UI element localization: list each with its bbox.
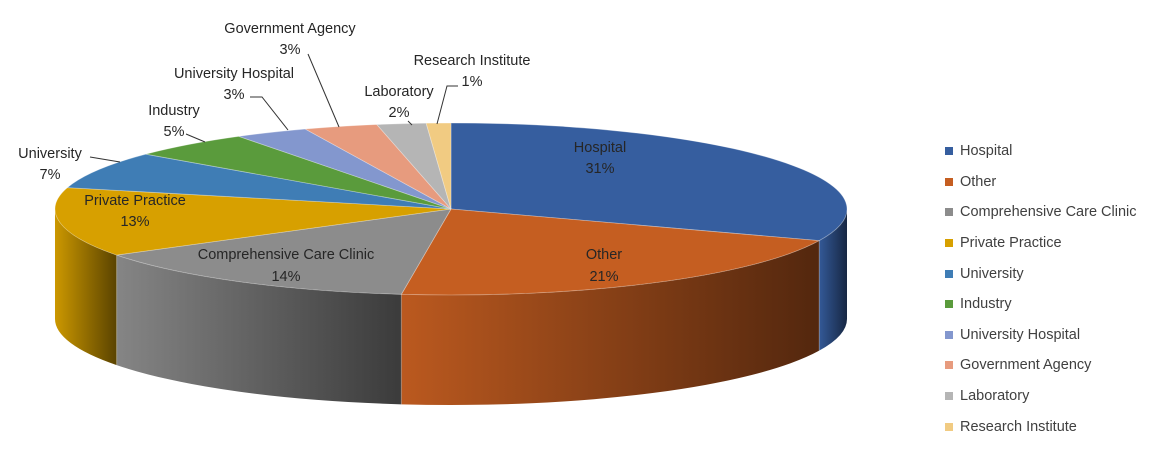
data-label-value-private-practice: 13% <box>120 214 149 230</box>
data-label-name-private-practice: Private Practice <box>84 193 186 209</box>
legend-label-industry: Industry <box>960 296 1012 313</box>
legend-swatch-industry <box>945 300 953 309</box>
data-label-value-other: 21% <box>589 269 618 285</box>
slice-university-hospital <box>238 128 452 210</box>
leader-line-research-institute <box>436 85 458 125</box>
legend-swatch-research-institute <box>945 422 953 431</box>
leader-line-laboratory <box>407 120 413 126</box>
data-label-value-university: 7% <box>40 167 61 183</box>
slice-private-practice <box>54 187 452 256</box>
legend-label-government-agency: Government Agency <box>960 357 1092 374</box>
legend-item-university-hospital: University Hospital <box>945 320 1137 351</box>
leader-line-industry <box>185 133 206 143</box>
pie-sides <box>55 209 848 405</box>
data-label-value-laboratory: 2% <box>389 105 410 121</box>
legend-item-hospital: Hospital <box>945 136 1137 167</box>
data-label-name-university: University <box>18 146 82 162</box>
legend-item-university: University <box>945 258 1137 289</box>
slice-laboratory <box>375 122 452 210</box>
legend-item-industry: Industry <box>945 289 1137 320</box>
data-label-name-laboratory: Laboratory <box>364 84 434 100</box>
side-comprehensive-care-clinic <box>116 255 402 405</box>
slice-university <box>66 153 452 210</box>
leader-line-university <box>89 156 121 163</box>
legend: Hospital Other Comprehensive Care Clinic Pr… <box>945 136 1137 442</box>
legend-item-laboratory: Laboratory <box>945 381 1137 412</box>
legend-label-comprehensive-care-clinic: Comprehensive Care Clinic <box>960 204 1137 221</box>
legend-label-university: University <box>960 265 1024 282</box>
legend-item-comprehensive-care-clinic: Comprehensive Care Clinic <box>945 197 1137 228</box>
legend-swatch-hospital <box>945 147 953 156</box>
data-label-value-research-institute: 1% <box>462 74 483 90</box>
legend-swatch-comprehensive-care-clinic <box>945 208 953 217</box>
data-label-name-government-agency: Government Agency <box>224 21 356 37</box>
slice-government-agency <box>303 124 452 210</box>
data-label-name-other: Other <box>586 247 622 263</box>
legend-swatch-laboratory <box>945 392 953 401</box>
pie-tops <box>54 122 848 296</box>
legend-item-government-agency: Government Agency <box>945 350 1137 381</box>
legend-item-research-institute: Research Institute <box>945 411 1137 442</box>
slice-research-institute <box>425 122 452 210</box>
legend-swatch-university-hospital <box>945 330 953 339</box>
legend-item-other: Other <box>945 167 1137 198</box>
legend-label-university-hospital: University Hospital <box>960 326 1081 343</box>
leader-lines <box>89 53 458 163</box>
data-label-name-industry: Industry <box>148 103 200 119</box>
data-labels: Hospital 31% Other 21% Comprehensive Care Cl… <box>18 21 626 285</box>
data-label-value-government-agency: 3% <box>280 42 301 58</box>
legend-swatch-other <box>945 177 953 186</box>
legend-label-laboratory: Laboratory <box>960 388 1030 405</box>
leader-line-government-agency <box>307 53 340 128</box>
legend-label-hospital: Hospital <box>960 143 1013 160</box>
data-label-value-industry: 5% <box>164 124 185 140</box>
data-label-name-university-hospital: University Hospital <box>174 66 294 82</box>
data-label-value-hospital: 31% <box>585 161 614 177</box>
data-label-name-research-institute: Research Institute <box>414 53 531 69</box>
slice-other <box>400 208 821 296</box>
slice-comprehensive-care-clinic <box>116 208 452 295</box>
legend-label-research-institute: Research Institute <box>960 418 1077 435</box>
side-private-practice <box>55 209 117 366</box>
legend-label-other: Other <box>960 173 997 190</box>
data-label-name-hospital: Hospital <box>574 140 626 156</box>
legend-label-private-practice: Private Practice <box>960 235 1062 252</box>
data-label-name-comprehensive-care-clinic: Comprehensive Care Clinic <box>198 247 375 263</box>
legend-swatch-university <box>945 269 953 278</box>
data-label-value-university-hospital: 3% <box>224 87 245 103</box>
legend-swatch-private-practice <box>945 239 953 248</box>
legend-swatch-government-agency <box>945 361 953 370</box>
leader-line-university-hospital <box>250 96 289 131</box>
legend-item-private-practice: Private Practice <box>945 228 1137 259</box>
slice-hospital <box>450 122 848 242</box>
slice-industry <box>145 135 452 210</box>
side-hospital <box>819 209 848 351</box>
data-label-value-comprehensive-care-clinic: 14% <box>271 269 300 285</box>
side-other <box>401 240 820 405</box>
